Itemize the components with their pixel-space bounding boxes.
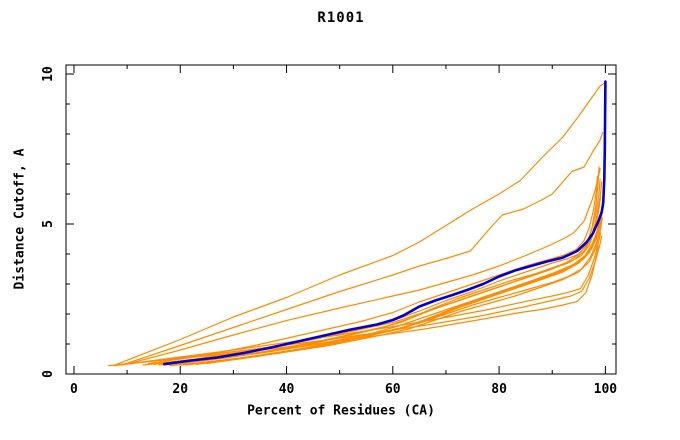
model-curve (107, 245, 600, 367)
model-curve (126, 167, 601, 365)
chart-title: R1001 (317, 10, 365, 26)
model-curve (158, 193, 604, 366)
plot-frame (65, 64, 617, 375)
x-tick-label: 0 (70, 382, 78, 397)
model-curve (163, 181, 603, 366)
x-tick-label: 100 (594, 382, 618, 397)
model-curve (118, 232, 602, 366)
reference-curve (163, 80, 607, 366)
x-tick-label: 40 (279, 382, 295, 397)
x-tick-label: 80 (491, 382, 507, 397)
model-curve (206, 205, 603, 365)
model-curve (147, 175, 599, 365)
y-tick-label: 0 (41, 370, 56, 378)
y-tick-label: 5 (41, 220, 56, 228)
x-tick-label: 60 (385, 382, 401, 397)
x-tick-label: 20 (172, 382, 188, 397)
model-curve (115, 81, 607, 365)
model-curve (121, 131, 604, 366)
x-axis-label: Percent of Residues (CA) (247, 403, 435, 419)
model-curve (185, 200, 604, 366)
model-curve (169, 217, 603, 367)
y-tick-label: 10 (41, 66, 56, 82)
y-axis-label: Distance Cutoff, A (12, 148, 28, 290)
model-curve (113, 235, 603, 367)
